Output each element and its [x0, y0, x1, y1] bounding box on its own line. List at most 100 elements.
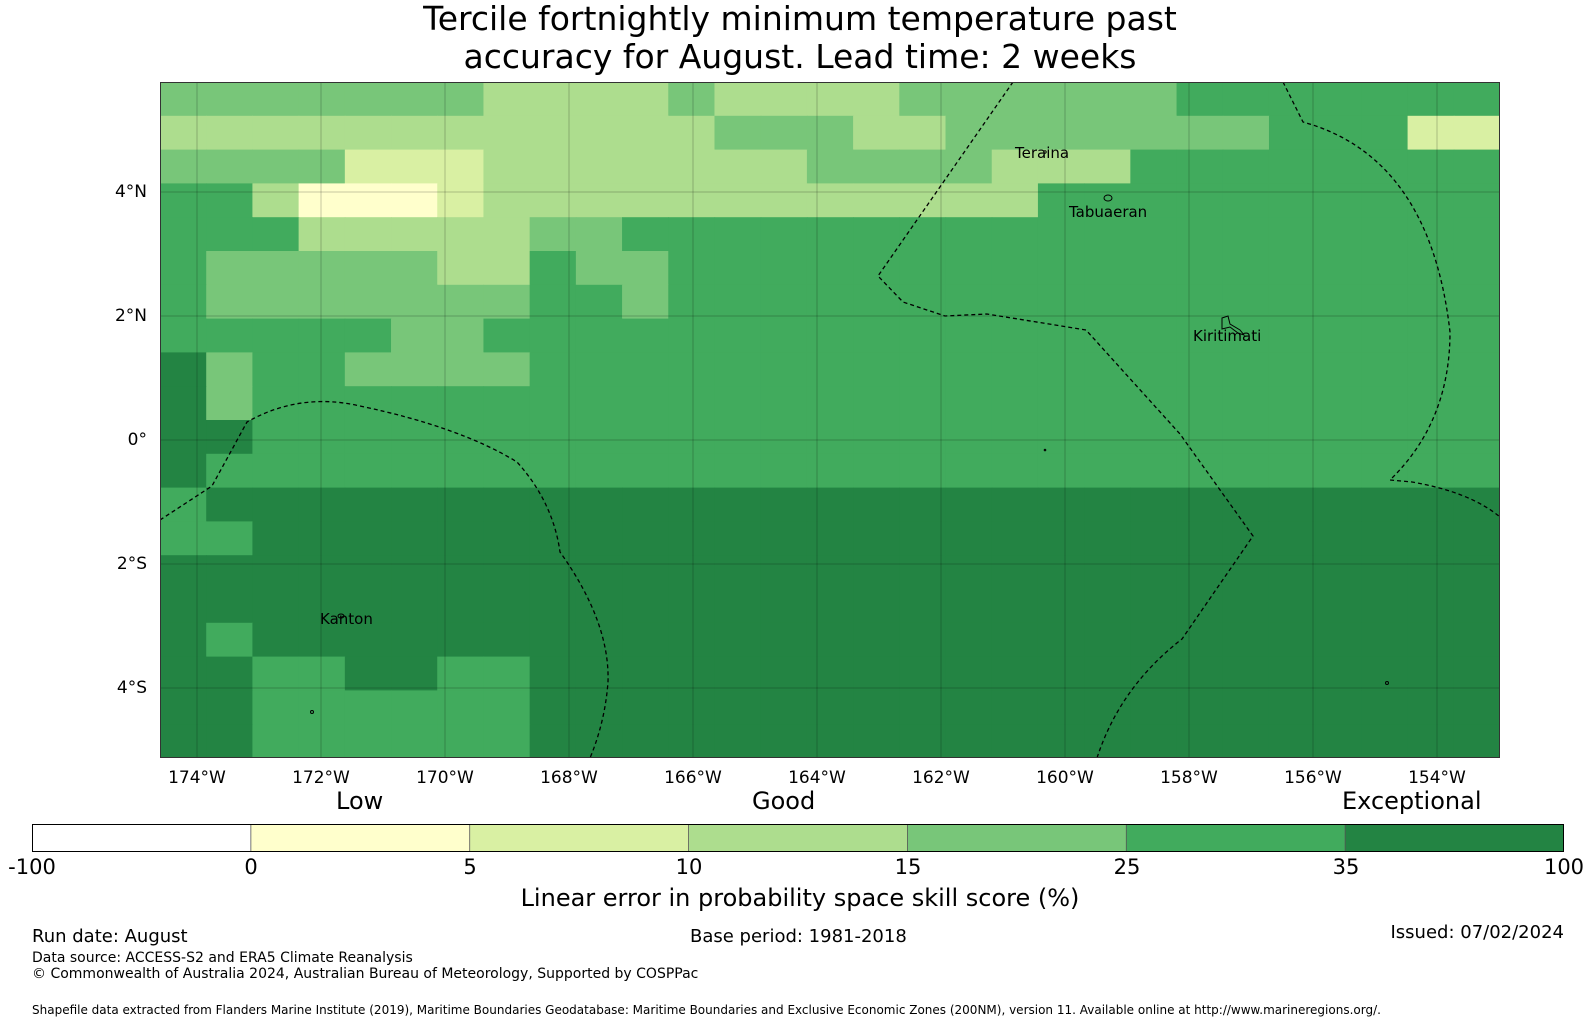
grid-cell — [529, 115, 577, 151]
grid-cell — [160, 656, 207, 691]
grid-cell — [1130, 555, 1178, 590]
grid-cell — [760, 453, 808, 489]
grid-cell — [622, 690, 669, 725]
grid-cell — [1361, 622, 1409, 658]
grid-cell — [1453, 183, 1500, 218]
grid-cell — [437, 115, 485, 151]
grid-cell — [1176, 555, 1224, 590]
grid-cell — [1222, 622, 1270, 658]
grid-cell — [1222, 251, 1270, 286]
grid-cell — [483, 318, 531, 353]
grid-cell — [1176, 589, 1224, 624]
grid-cell — [1315, 622, 1362, 658]
grid-cell — [1176, 453, 1224, 489]
grid-cell — [206, 656, 254, 691]
grid-cell — [806, 82, 854, 117]
grid-cell — [1130, 690, 1178, 725]
grid-cell — [899, 487, 947, 522]
grid-cell — [991, 690, 1039, 725]
grid-cell — [806, 622, 854, 658]
grid-cell — [899, 115, 947, 151]
grid-cell — [1315, 251, 1362, 286]
grid-cell — [1222, 217, 1270, 252]
legend-category-good: Good — [752, 787, 816, 815]
grid-cell — [437, 318, 485, 353]
grid-cell — [760, 656, 808, 691]
grid-cell — [1315, 183, 1362, 218]
grid-cell — [575, 589, 623, 624]
grid-cell — [1361, 521, 1409, 556]
grid-cell — [1222, 690, 1270, 725]
grid-cell — [575, 217, 623, 252]
grid-cell — [899, 622, 947, 658]
map-title-line-2: accuracy for August. Lead time: 2 weeks — [463, 37, 1137, 76]
grid-cell — [1315, 521, 1362, 556]
grid-cell — [806, 521, 854, 556]
grid-cell — [899, 521, 947, 556]
grid-cell — [853, 555, 900, 590]
grid-cell — [945, 487, 993, 522]
grid-cell — [1130, 622, 1178, 658]
grid-cell — [344, 420, 392, 455]
grid-cell — [529, 622, 577, 658]
grid-cell — [622, 453, 669, 489]
grid-cell — [437, 386, 485, 421]
grid-cell — [853, 284, 900, 320]
grid-cell — [1130, 251, 1178, 286]
grid-cell — [1037, 318, 1085, 353]
grid-cell — [344, 521, 392, 556]
grid-cell — [853, 521, 900, 556]
grid-cell — [1084, 690, 1131, 725]
place-label-teraina: Teraina — [1014, 144, 1069, 162]
grid-cell — [391, 318, 438, 353]
colorbar-label: Linear error in probability space skill … — [520, 884, 1080, 912]
grid-cell — [1453, 690, 1500, 725]
grid-cell — [1084, 555, 1131, 590]
grid-cell — [622, 149, 669, 184]
grid-cell — [1268, 420, 1316, 455]
grid-cell — [1084, 724, 1131, 758]
grid-cell — [1084, 386, 1131, 421]
grid-cell — [945, 622, 993, 658]
grid-cell — [1315, 555, 1362, 590]
grid-cell — [945, 555, 993, 590]
grid-cell — [575, 82, 623, 117]
grid-cell — [668, 251, 716, 286]
grid-cell — [160, 352, 207, 387]
grid-cell — [853, 183, 900, 218]
grid-cell — [1084, 217, 1131, 252]
grid-cell — [991, 487, 1039, 522]
grid-cell — [575, 690, 623, 725]
shapefile-credit: Shapefile data extracted from Flanders M… — [32, 1003, 1381, 1017]
grid-cell — [206, 115, 254, 151]
grid-cell — [714, 115, 762, 151]
grid-cell — [483, 622, 531, 658]
grid-cell — [1130, 521, 1178, 556]
grid-cell — [252, 217, 300, 252]
grid-cell — [298, 420, 346, 455]
grid-cell — [853, 622, 900, 658]
grid-cell — [1222, 82, 1270, 117]
grid-cell — [252, 82, 300, 117]
grid-cell — [668, 149, 716, 184]
grid-cell — [622, 82, 669, 117]
grid-cell — [437, 656, 485, 691]
grid-cell — [160, 115, 207, 151]
grid-cell — [1037, 690, 1085, 725]
grid-cell — [1407, 453, 1455, 489]
grid-cell — [391, 386, 438, 421]
grid-cell — [991, 352, 1039, 387]
grid-cell — [714, 724, 762, 758]
grid-cell — [622, 352, 669, 387]
grid-cell — [344, 555, 392, 590]
grid-cell — [1222, 183, 1270, 218]
grid-cell — [668, 217, 716, 252]
grid-cell — [1268, 690, 1316, 725]
grid-cell — [1037, 251, 1085, 286]
eez-boundary-kanton — [160, 400, 609, 758]
grid-cell — [206, 420, 254, 455]
grid-cell — [622, 183, 669, 218]
grid-cell — [1315, 386, 1362, 421]
grid-cell — [252, 555, 300, 590]
grid-cell — [1222, 555, 1270, 590]
